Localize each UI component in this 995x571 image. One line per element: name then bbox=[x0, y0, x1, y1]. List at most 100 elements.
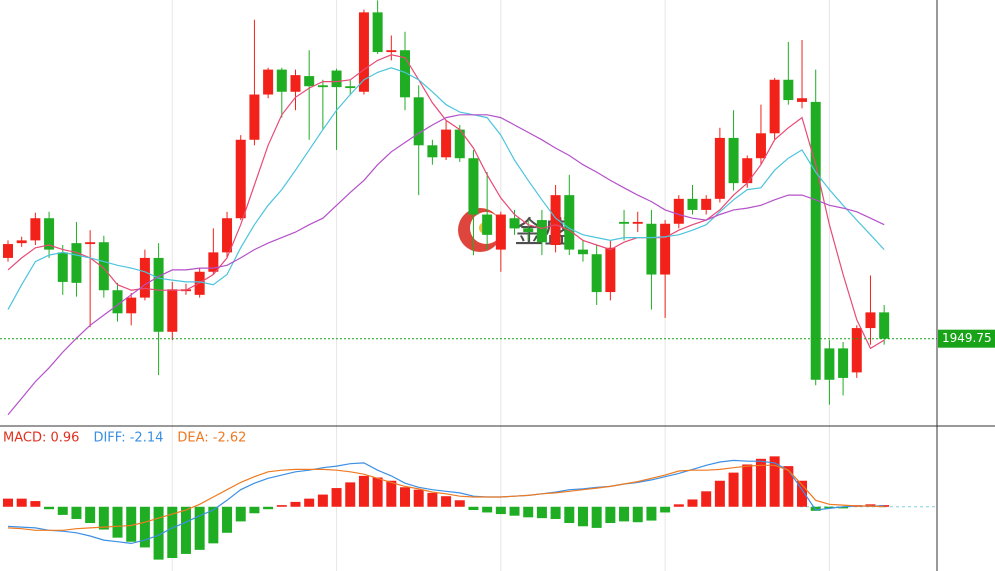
macd-bar bbox=[646, 506, 657, 521]
macd-bar bbox=[180, 506, 191, 554]
macd-bar bbox=[222, 506, 233, 533]
macd-bar bbox=[550, 506, 561, 519]
macd-header: DEA: -2.62 bbox=[177, 431, 246, 446]
candle-body bbox=[673, 198, 684, 224]
candle-body bbox=[441, 129, 452, 158]
candle-body bbox=[400, 50, 411, 98]
candle-body bbox=[742, 158, 753, 184]
macd-bar bbox=[304, 498, 315, 507]
macd-bar bbox=[112, 506, 123, 538]
macd-bar bbox=[769, 456, 780, 507]
macd-bar bbox=[441, 496, 452, 507]
candle-body bbox=[865, 312, 876, 329]
candle-body bbox=[57, 252, 68, 282]
macd-bar bbox=[85, 506, 96, 524]
candle-body bbox=[591, 254, 602, 293]
ma-line bbox=[7, 464, 885, 531]
candle-body bbox=[605, 247, 616, 293]
candle-body bbox=[660, 223, 671, 275]
macd-bar bbox=[208, 506, 219, 544]
candle-body bbox=[317, 85, 328, 88]
candle-body bbox=[783, 79, 794, 101]
macd-bar bbox=[290, 501, 301, 507]
candle-body bbox=[263, 69, 274, 95]
macd-header: MACD: 0.96 bbox=[3, 431, 79, 446]
candle-body bbox=[139, 257, 150, 298]
macd-bar bbox=[153, 506, 164, 560]
candle-body bbox=[235, 139, 246, 219]
candle-body bbox=[249, 94, 260, 140]
macd-bar bbox=[235, 506, 246, 522]
macd-bar bbox=[194, 506, 205, 550]
candle-body bbox=[810, 101, 821, 380]
axis: 1949.75 MACD: 0.96 DIFF: -2.14 DEA: -2.62 bbox=[3, 329, 995, 446]
candle-body bbox=[523, 228, 534, 233]
macd-bar bbox=[98, 506, 109, 530]
macd-bar bbox=[57, 506, 68, 515]
candle-body bbox=[222, 218, 233, 253]
macd-bar bbox=[16, 498, 27, 507]
candle-body bbox=[345, 86, 356, 89]
macd-bar bbox=[536, 506, 547, 519]
candle-body bbox=[167, 289, 178, 332]
macd-bar bbox=[660, 506, 671, 513]
macd-bar bbox=[509, 506, 520, 516]
macd-bar bbox=[331, 488, 342, 507]
candle-body bbox=[454, 129, 465, 159]
candle-body bbox=[797, 98, 808, 102]
ma-line bbox=[7, 54, 885, 350]
candle-body bbox=[495, 214, 506, 250]
macd-bar bbox=[577, 506, 588, 527]
candle-body bbox=[112, 290, 123, 314]
candle-body bbox=[208, 252, 219, 272]
macd-bar bbox=[673, 504, 684, 507]
watermark-logo bbox=[458, 208, 502, 252]
macd-bar bbox=[523, 506, 534, 518]
macd-bar bbox=[591, 506, 602, 528]
macd-bar bbox=[345, 482, 356, 507]
last-price-box bbox=[938, 329, 995, 348]
candle-body bbox=[536, 220, 547, 243]
candle-body bbox=[468, 158, 479, 215]
macd-bar bbox=[619, 506, 630, 522]
candle-body bbox=[16, 240, 27, 244]
macd-bar bbox=[263, 506, 274, 510]
candle-body bbox=[769, 79, 780, 134]
macd-bar bbox=[454, 500, 465, 507]
candle-body bbox=[30, 218, 41, 241]
candle-body bbox=[632, 221, 643, 224]
ma-line bbox=[7, 67, 885, 310]
macd-bar bbox=[71, 506, 82, 519]
candle-body bbox=[687, 198, 698, 210]
macd-bar bbox=[714, 480, 725, 507]
candle-body bbox=[851, 328, 862, 373]
candle-body bbox=[577, 249, 588, 255]
candle-body bbox=[838, 348, 849, 378]
candle-body bbox=[386, 50, 397, 53]
macd-bar bbox=[413, 489, 424, 507]
macd-bar bbox=[838, 506, 849, 509]
macd-bar bbox=[44, 506, 55, 510]
macd-bar bbox=[126, 506, 137, 542]
ma-line bbox=[7, 114, 885, 416]
candle-body bbox=[550, 195, 561, 245]
candle-body bbox=[701, 198, 712, 210]
macd-bar bbox=[632, 506, 643, 523]
macd-bar bbox=[139, 506, 150, 548]
candle-body bbox=[372, 12, 383, 53]
macd-bar bbox=[427, 492, 438, 507]
macd-bar bbox=[742, 464, 753, 507]
candle-body bbox=[427, 145, 438, 158]
candle-body bbox=[126, 297, 137, 314]
macd-bar bbox=[810, 506, 821, 511]
candle-body bbox=[509, 218, 520, 229]
candle-body bbox=[153, 257, 164, 332]
candle-body bbox=[3, 244, 13, 258]
macd-bar bbox=[687, 499, 698, 507]
macd-bar bbox=[605, 506, 616, 524]
macd-bar bbox=[372, 477, 383, 507]
macd-bar bbox=[30, 501, 41, 507]
macd-header: DIFF: -2.14 bbox=[93, 431, 163, 446]
macd-bar bbox=[317, 494, 328, 507]
